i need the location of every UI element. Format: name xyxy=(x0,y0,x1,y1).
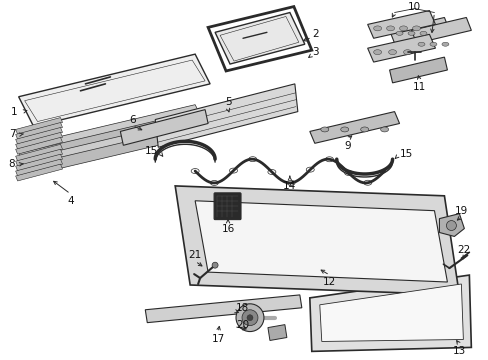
Polygon shape xyxy=(16,149,62,166)
Polygon shape xyxy=(19,112,200,163)
Circle shape xyxy=(212,262,218,268)
Text: 2: 2 xyxy=(311,29,318,39)
Polygon shape xyxy=(367,10,435,38)
Text: 20: 20 xyxy=(236,320,249,330)
Text: 15: 15 xyxy=(399,149,412,159)
Ellipse shape xyxy=(395,31,402,35)
Polygon shape xyxy=(16,144,62,161)
Circle shape xyxy=(246,315,252,321)
Circle shape xyxy=(242,310,258,325)
Ellipse shape xyxy=(360,127,368,132)
Polygon shape xyxy=(19,105,200,156)
Polygon shape xyxy=(19,118,200,170)
Polygon shape xyxy=(175,186,458,295)
Polygon shape xyxy=(16,127,62,144)
Text: 8: 8 xyxy=(9,159,15,169)
Polygon shape xyxy=(309,112,399,143)
Text: 12: 12 xyxy=(323,277,336,287)
Polygon shape xyxy=(16,138,62,154)
Polygon shape xyxy=(319,284,463,342)
Text: 19: 19 xyxy=(454,206,467,216)
Text: 14: 14 xyxy=(283,181,296,191)
Ellipse shape xyxy=(320,127,328,132)
Text: 6: 6 xyxy=(129,114,135,125)
Text: 17: 17 xyxy=(211,334,224,345)
Ellipse shape xyxy=(407,31,414,35)
Ellipse shape xyxy=(429,42,436,46)
Ellipse shape xyxy=(388,50,396,55)
Polygon shape xyxy=(411,18,470,43)
Polygon shape xyxy=(19,54,210,126)
Text: 1: 1 xyxy=(11,107,17,117)
Ellipse shape xyxy=(399,26,407,31)
Text: 22: 22 xyxy=(457,245,470,255)
Polygon shape xyxy=(19,126,200,177)
Text: 7: 7 xyxy=(9,129,15,139)
Polygon shape xyxy=(16,122,62,139)
Polygon shape xyxy=(389,18,448,43)
Text: 5: 5 xyxy=(224,97,231,107)
Polygon shape xyxy=(16,159,62,176)
Polygon shape xyxy=(195,201,447,282)
Text: 11: 11 xyxy=(412,82,425,92)
Polygon shape xyxy=(120,110,208,145)
Polygon shape xyxy=(389,57,447,83)
Ellipse shape xyxy=(386,26,394,31)
Polygon shape xyxy=(16,164,62,181)
Polygon shape xyxy=(367,34,435,62)
Polygon shape xyxy=(155,84,297,147)
Text: 4: 4 xyxy=(67,196,74,206)
Ellipse shape xyxy=(412,26,420,31)
Ellipse shape xyxy=(340,127,348,132)
Polygon shape xyxy=(215,13,304,64)
FancyBboxPatch shape xyxy=(214,193,241,220)
Polygon shape xyxy=(439,213,464,237)
Text: 9: 9 xyxy=(344,141,350,151)
Text: 15: 15 xyxy=(145,146,158,156)
Text: 21: 21 xyxy=(188,250,202,260)
Text: 16: 16 xyxy=(221,224,234,234)
Ellipse shape xyxy=(373,50,381,55)
Polygon shape xyxy=(145,295,301,323)
Ellipse shape xyxy=(419,31,426,35)
Circle shape xyxy=(236,304,264,332)
Polygon shape xyxy=(267,325,286,341)
Text: 13: 13 xyxy=(452,346,465,356)
Ellipse shape xyxy=(417,42,424,46)
Text: 10: 10 xyxy=(407,1,420,12)
Polygon shape xyxy=(16,132,62,149)
Text: 3: 3 xyxy=(311,47,318,57)
Polygon shape xyxy=(16,118,62,134)
Circle shape xyxy=(446,221,455,230)
Ellipse shape xyxy=(380,127,388,132)
Ellipse shape xyxy=(403,50,411,55)
Polygon shape xyxy=(16,154,62,171)
Ellipse shape xyxy=(373,26,381,31)
Text: 18: 18 xyxy=(236,303,249,313)
Polygon shape xyxy=(309,275,470,351)
Ellipse shape xyxy=(441,42,448,46)
